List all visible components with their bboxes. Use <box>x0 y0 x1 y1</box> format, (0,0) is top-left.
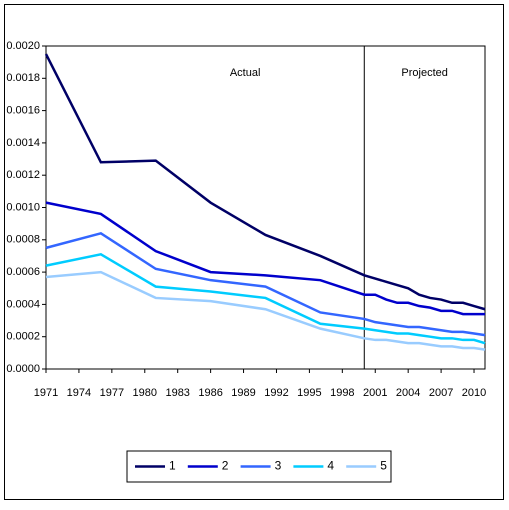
annotation: Actual <box>230 67 261 79</box>
y-tick-label: 0.0008 <box>6 234 40 246</box>
x-tick-label: 1995 <box>297 387 321 399</box>
y-tick-label: 0.0004 <box>6 298 40 310</box>
x-tick-label: 1971 <box>34 387 58 399</box>
chart-frame <box>4 4 504 500</box>
x-tick-label: 1974 <box>67 387 91 399</box>
annotation: Projected <box>401 67 447 79</box>
series-line <box>44 53 486 311</box>
x-tick-label: 2007 <box>429 387 453 399</box>
x-tick-label: 1980 <box>133 387 157 399</box>
y-tick-label: 0.0014 <box>6 137 40 149</box>
series-line <box>45 201 485 316</box>
x-tick-label: 1989 <box>231 387 255 399</box>
y-tick-label: 0.0010 <box>6 201 40 213</box>
legend-label: 2 <box>222 459 229 473</box>
x-tick-label: 1977 <box>100 387 124 399</box>
legend-label: 3 <box>275 459 282 473</box>
y-tick-label: 0.0016 <box>6 105 40 117</box>
series-line <box>45 231 486 337</box>
x-tick-label: 2001 <box>363 387 387 399</box>
y-tick-label: 0.0006 <box>6 266 40 278</box>
y-tick-label: 0.0000 <box>6 363 40 375</box>
x-tick-label: 1983 <box>165 387 189 399</box>
legend-label: 5 <box>380 459 387 473</box>
series-line <box>45 270 486 351</box>
x-tick-label: 2004 <box>396 387 420 399</box>
y-tick-label: 0.0002 <box>6 331 40 343</box>
x-tick-label: 2010 <box>462 387 486 399</box>
legend-label: 1 <box>169 459 176 473</box>
x-tick-label: 1998 <box>330 387 354 399</box>
x-tick-label: 1992 <box>264 387 288 399</box>
series-line <box>45 253 486 345</box>
legend-label: 4 <box>327 459 334 473</box>
y-tick-label: 0.0018 <box>6 72 40 84</box>
x-tick-label: 1986 <box>198 387 222 399</box>
y-tick-label: 0.0012 <box>6 169 40 181</box>
y-tick-label: 0.0020 <box>6 40 40 52</box>
